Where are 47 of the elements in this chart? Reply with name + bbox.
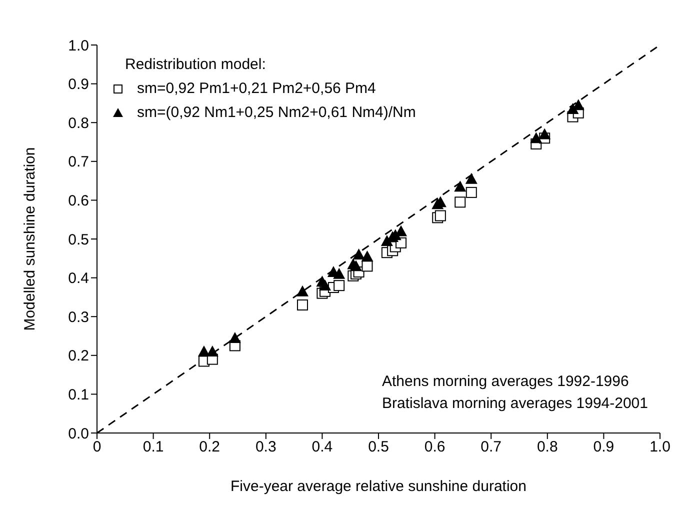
x-tick-label: 0.3 — [255, 438, 276, 456]
y-tick-label: 0.7 — [68, 154, 89, 171]
point — [352, 248, 365, 260]
point — [319, 280, 332, 291]
x-tick-label: 0.1 — [142, 438, 164, 456]
legend-title: Redistribution model: — [124, 55, 267, 75]
point — [454, 196, 466, 208]
y-tick-label: 0.5 — [68, 231, 89, 248]
x-tick-label: 0.2 — [199, 438, 220, 456]
annotation: Athens morning averages 1992-1996 — [382, 372, 630, 392]
point — [334, 280, 345, 292]
x-tick-label: 1.0 — [650, 438, 670, 456]
x-tick-label: 0.8 — [536, 438, 558, 456]
point — [333, 268, 346, 279]
point — [198, 346, 210, 357]
x-tick-label: 0 — [92, 438, 102, 456]
y-axis-title: Modelled sunshine duration — [21, 147, 38, 331]
point — [530, 132, 542, 144]
point — [538, 128, 551, 140]
x-tick-label: 0.5 — [368, 438, 389, 456]
y-tick-label: 0.8 — [68, 114, 89, 132]
point — [228, 332, 241, 343]
y-tick-label: 0.3 — [68, 308, 89, 326]
y-tick-label: 0.6 — [68, 192, 89, 210]
x-axis-title: Five-year average relative sunshine duration — [230, 478, 526, 495]
point — [466, 186, 477, 198]
x-tick-label: 0.9 — [593, 438, 614, 456]
point — [362, 260, 373, 272]
point — [296, 285, 308, 296]
y-tick-label: 0.9 — [68, 76, 89, 94]
y-tick-label: 0.0 — [68, 425, 89, 442]
y-tick-label: 0.1 — [68, 386, 89, 404]
point — [465, 172, 478, 184]
legend-label: sm=0,92 Pm1+0,21 Pm2+0,56 Pm4 — [137, 79, 376, 99]
x-tick-label: 0.6 — [424, 438, 446, 456]
point — [296, 299, 308, 310]
legend-label: sm=(0,92 Nm1+0,25 Nm2+0,61 Nm4)/Nm — [137, 103, 416, 123]
point — [361, 250, 374, 262]
point — [350, 260, 362, 272]
y-tick-label: 0.4 — [68, 270, 89, 288]
annotation: Bratislava morning averages 1994-2001 — [382, 394, 648, 414]
x-tick-label: 0.7 — [480, 438, 502, 456]
y-tick-label: 0.2 — [68, 348, 89, 365]
x-tick-label: 0.4 — [312, 438, 333, 456]
y-tick-label: 1.0 — [68, 37, 89, 54]
point — [454, 180, 466, 192]
point — [434, 210, 446, 222]
